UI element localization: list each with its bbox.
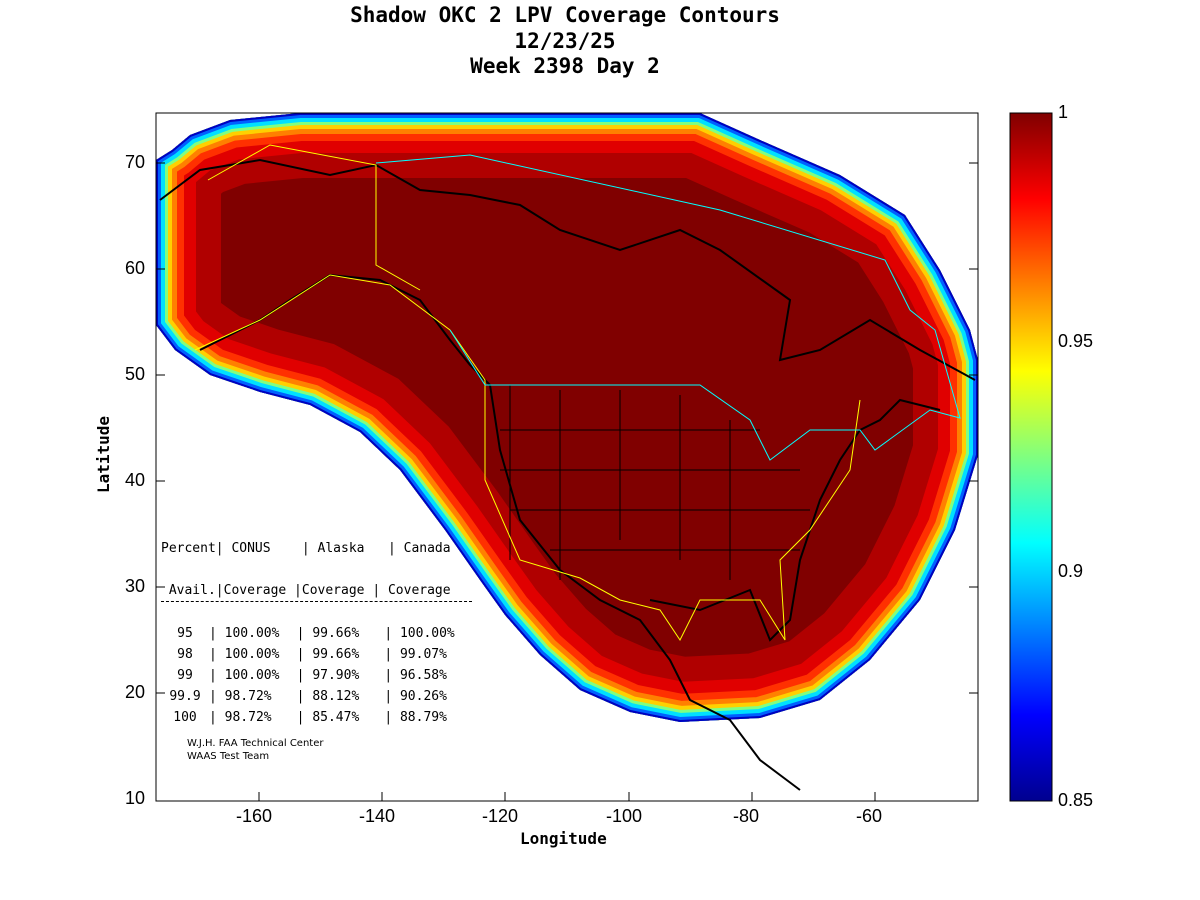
x-tick-label: -140 — [359, 806, 396, 826]
y-tick-label: 10 — [125, 788, 146, 808]
y-axis-label: Latitude — [94, 415, 114, 494]
table-cell-canada: 96.58% — [399, 668, 447, 683]
table-cell-canada: 90.26% — [399, 689, 447, 704]
table-cell-alaska: 99.66% — [312, 626, 360, 641]
coastline — [159, 158, 976, 791]
y-tick-label: 40 — [125, 470, 146, 490]
colorbar-tick-label: 0.9 — [1058, 561, 1084, 581]
table-cell-avail: 99 — [177, 668, 193, 683]
table-cell-conus: 100.00% — [224, 647, 280, 662]
table-row: 99.9 | 98.72% | 88.12% | 90.26% — [161, 686, 472, 707]
table-cell-avail: 99.9 — [169, 689, 201, 704]
chart-title-2: 12/23/25 — [514, 29, 616, 53]
table-cell-alaska: 97.90% — [312, 668, 360, 683]
x-tick-label: -120 — [482, 806, 519, 826]
table-cell-conus: 100.00% — [224, 626, 280, 641]
colorbar-tick-label: 0.85 — [1058, 790, 1094, 810]
colorbar-tick-label: 1 — [1058, 102, 1069, 122]
canada-boundary — [375, 154, 961, 461]
y-tick-label: 20 — [125, 682, 146, 702]
table-cell-alaska: 85.47% — [312, 710, 360, 725]
us-state-borders — [500, 385, 810, 580]
table-cell-alaska: 88.12% — [312, 689, 360, 704]
table-cell-conus: 100.00% — [224, 668, 280, 683]
y-tick-label: 30 — [125, 576, 146, 596]
table-row: 95 | 100.00% | 99.66% | 100.00% — [161, 623, 472, 644]
waas-service-boundary — [194, 144, 861, 641]
table-header: Percent| CONUS | Alaska | Canada — [161, 541, 451, 556]
table-cell-conus: 98.72% — [224, 689, 272, 704]
x-tick-label: -160 — [236, 806, 273, 826]
y-tick-label: 70 — [125, 152, 146, 172]
coverage-table: Percent| CONUS | Alaska | Canada Avail.|… — [161, 517, 472, 749]
credit-line: WAAS Test Team — [187, 751, 270, 762]
axis-ticks — [156, 162, 978, 801]
table-row: 98 | 100.00% | 99.66% | 99.07% — [161, 644, 472, 665]
table-cell-avail: 95 — [177, 626, 193, 641]
x-tick-label: -60 — [856, 806, 883, 826]
table-cell-avail: 98 — [177, 647, 193, 662]
chart-title-1: Shadow OKC 2 LPV Coverage Contours — [350, 3, 780, 27]
credit-line: W.J.H. FAA Technical Center — [187, 738, 324, 749]
x-tick-label: -100 — [606, 806, 643, 826]
table-cell-canada: 99.07% — [399, 647, 447, 662]
table-cell-canada: 100.00% — [399, 626, 455, 641]
plot-frame — [155, 112, 979, 802]
table-cell-canada: 88.79% — [399, 710, 447, 725]
chart-title-3: Week 2398 Day 2 — [470, 54, 660, 78]
x-tick-label: -80 — [733, 806, 760, 826]
table-row: 100 | 98.72% | 85.47% | 88.79% — [161, 707, 472, 728]
colorbar-tick-label: 0.95 — [1058, 331, 1094, 351]
table-row: 99 | 100.00% | 97.90% | 96.58% — [161, 665, 472, 686]
colorbar — [1009, 112, 1053, 802]
table-cell-avail: 100 — [173, 710, 197, 725]
y-tick-label: 50 — [125, 364, 146, 384]
table-cell-conus: 98.72% — [224, 710, 272, 725]
table-cell-alaska: 99.66% — [312, 647, 360, 662]
y-tick-label: 60 — [125, 258, 146, 278]
x-axis-label: Longitude — [520, 829, 607, 848]
table-header: Avail.|Coverage |Coverage | Coverage — [161, 580, 472, 602]
